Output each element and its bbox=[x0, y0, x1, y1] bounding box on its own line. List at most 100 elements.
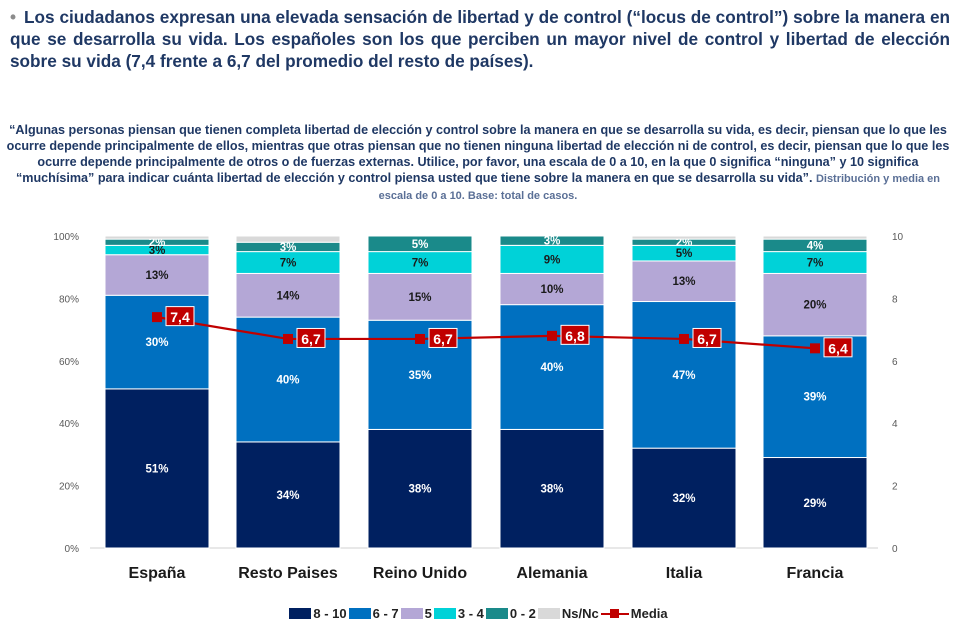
bar-segment-8-10-alemania bbox=[499, 428, 605, 549]
x-tick-label-italia: Italia bbox=[666, 565, 703, 582]
bar-segment-ns-nc-espana bbox=[104, 235, 210, 240]
question-body: “Algunas personas piensan que tienen com… bbox=[6, 123, 950, 185]
media-marker-italia bbox=[679, 333, 689, 344]
bar-segment-ns-nc-italia bbox=[631, 235, 737, 240]
legend-item-5: 5 bbox=[400, 606, 432, 621]
media-label-francia: 6,4 bbox=[828, 340, 848, 356]
media-label-box-italia bbox=[692, 327, 722, 348]
bar-segment-3-4-alemania bbox=[499, 244, 605, 274]
media-marker-reino-unido bbox=[415, 333, 425, 344]
x-tick-label-espana: España bbox=[129, 565, 186, 582]
media-marker-espana bbox=[152, 312, 162, 323]
bar-segment-5-italia bbox=[631, 260, 737, 303]
data-label-0-2-alemania: 3% bbox=[544, 236, 561, 248]
media-label-box-reino-unido bbox=[428, 327, 458, 348]
y-left-tick-label: 100% bbox=[53, 232, 79, 243]
stacked-bar-chart: 0%20%40%60%80%100%024681051%30%13%3%2%Es… bbox=[53, 232, 904, 582]
bar-segment-5-francia bbox=[762, 272, 868, 337]
legend-swatch bbox=[348, 608, 371, 619]
data-label-0-2-italia: 2% bbox=[676, 237, 693, 249]
legend-label: 3 - 4 bbox=[457, 606, 484, 621]
media-label-resto-paises: 6,7 bbox=[301, 331, 321, 347]
media-label-italia: 6,7 bbox=[697, 331, 717, 347]
data-label-5-francia: 20% bbox=[803, 300, 826, 312]
headline-text: Los ciudadanos expresan una elevada sens… bbox=[10, 7, 950, 71]
bar-segment-8-10-francia bbox=[762, 457, 868, 549]
legend-swatch bbox=[537, 608, 560, 619]
y-right-tick-label: 4 bbox=[892, 419, 898, 430]
data-label-5-alemania: 10% bbox=[540, 284, 563, 296]
data-label-3-4-espana: 3% bbox=[149, 245, 166, 257]
data-label-6-7-italia: 47% bbox=[672, 370, 695, 382]
data-label-5-espana: 13% bbox=[145, 270, 168, 282]
data-label-5-italia: 13% bbox=[672, 276, 695, 288]
bar-segment-ns-nc-francia bbox=[762, 235, 868, 240]
bar-segment-8-10-espana bbox=[104, 388, 210, 549]
legend-label: 6 - 7 bbox=[372, 606, 399, 621]
bar-segment-0-2-alemania bbox=[499, 235, 605, 246]
x-tick-label-resto-paises: Resto Paises bbox=[238, 565, 338, 582]
bar-segment-8-10-reino-unido bbox=[367, 428, 473, 549]
chart-legend: 8 - 10 6 - 7 5 3 - 4 0 - 2 Ns/Nc Media bbox=[0, 606, 957, 621]
legend-label: 8 - 10 bbox=[313, 606, 347, 621]
data-label-8-10-italia: 32% bbox=[672, 493, 695, 505]
headline: • Los ciudadanos expresan una elevada sen… bbox=[10, 6, 950, 72]
data-label-6-7-alemania: 40% bbox=[540, 362, 563, 374]
legend-swatch bbox=[289, 608, 312, 619]
y-right-tick-label: 10 bbox=[892, 232, 904, 243]
data-label-3-4-alemania: 9% bbox=[544, 254, 561, 266]
data-label-6-7-francia: 39% bbox=[803, 392, 826, 404]
data-label-0-2-espana: 2% bbox=[149, 237, 166, 249]
media-label-box-espana bbox=[165, 306, 195, 327]
legend-label: 0 - 2 bbox=[509, 606, 536, 621]
bar-segment-0-2-reino-unido bbox=[367, 235, 473, 253]
x-tick-label-francia: Francia bbox=[787, 565, 844, 582]
legend-item-media: Media bbox=[600, 606, 668, 621]
legend-line-swatch bbox=[600, 608, 629, 619]
legend-swatch bbox=[433, 608, 456, 619]
data-label-3-4-italia: 5% bbox=[676, 248, 693, 260]
bar-segment-5-alemania bbox=[499, 272, 605, 306]
y-right-tick-label: 6 bbox=[892, 357, 898, 368]
data-label-8-10-resto-paises: 34% bbox=[276, 490, 299, 502]
media-label-alemania: 6,8 bbox=[565, 328, 585, 344]
y-right-tick-label: 8 bbox=[892, 294, 898, 305]
y-left-tick-label: 0% bbox=[65, 544, 80, 555]
media-label-espana: 7,4 bbox=[170, 309, 190, 325]
bar-segment-5-reino-unido bbox=[367, 272, 473, 321]
y-left-tick-label: 40% bbox=[59, 419, 79, 430]
legend-item-0-2: 0 - 2 bbox=[485, 606, 536, 621]
media-label-box-francia bbox=[823, 337, 853, 358]
data-label-3-4-resto-paises: 7% bbox=[280, 258, 297, 270]
bar-segment-ns-nc-resto-paises bbox=[235, 235, 341, 243]
y-left-tick-label: 20% bbox=[59, 482, 79, 493]
y-left-tick-label: 80% bbox=[59, 294, 79, 305]
x-tick-label-alemania: Alemania bbox=[516, 565, 587, 582]
data-label-6-7-resto-paises: 40% bbox=[276, 375, 299, 387]
y-right-tick-label: 0 bbox=[892, 544, 898, 555]
question-note: Distribución y media en escala de 0 a 10… bbox=[378, 173, 941, 202]
data-label-0-2-francia: 4% bbox=[807, 240, 824, 252]
legend-label: 5 bbox=[424, 606, 432, 621]
media-label-box-alemania bbox=[560, 324, 590, 345]
bar-segment-8-10-resto-paises bbox=[235, 441, 341, 549]
legend-label: Media bbox=[630, 606, 668, 621]
y-right-tick-label: 2 bbox=[892, 482, 898, 493]
data-label-8-10-espana: 51% bbox=[145, 463, 168, 475]
x-tick-label-reino-unido: Reino Unido bbox=[373, 565, 467, 582]
data-label-6-7-reino-unido: 35% bbox=[408, 370, 431, 382]
data-label-0-2-resto-paises: 3% bbox=[280, 242, 297, 254]
bar-segment-6-7-italia bbox=[631, 301, 737, 449]
media-marker-alemania bbox=[547, 330, 557, 341]
legend-item-3-4: 3 - 4 bbox=[433, 606, 484, 621]
media-marker-francia bbox=[810, 343, 820, 354]
legend-item-8-10: 8 - 10 bbox=[289, 606, 347, 621]
question-text: “Algunas personas piensan que tienen com… bbox=[6, 122, 950, 204]
data-label-5-resto-paises: 14% bbox=[276, 290, 299, 302]
bullet: • bbox=[10, 7, 17, 27]
media-label-box-resto-paises bbox=[296, 327, 326, 348]
legend-label: Ns/Nc bbox=[561, 606, 599, 621]
legend-swatch bbox=[485, 608, 508, 619]
media-marker-resto-paises bbox=[283, 333, 293, 344]
data-label-3-4-reino-unido: 7% bbox=[412, 258, 429, 270]
